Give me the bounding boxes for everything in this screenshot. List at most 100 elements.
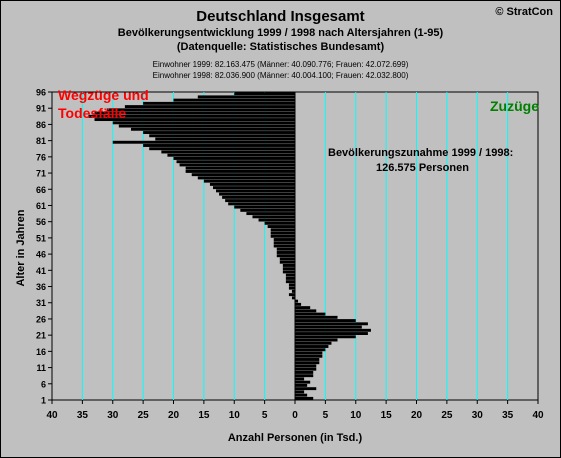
bar (295, 383, 308, 387)
bar (282, 263, 295, 267)
x-tick-label: 35 (502, 410, 514, 421)
bar (295, 351, 323, 355)
bar (273, 238, 295, 241)
bars (88, 92, 371, 400)
bar (295, 380, 311, 384)
y-tick-label: 21 (36, 331, 46, 341)
x-tick-label: 5 (323, 410, 329, 421)
bar (295, 390, 305, 394)
bar (185, 169, 295, 173)
bar (149, 147, 295, 151)
bar (225, 199, 295, 203)
bar (291, 296, 295, 300)
bar (276, 247, 295, 251)
bar (295, 348, 326, 352)
bar (295, 302, 302, 306)
bar (295, 387, 317, 391)
y-tick-label: 86 (36, 120, 46, 130)
bar (143, 101, 295, 105)
bar (143, 131, 295, 134)
x-tick-label: 30 (107, 410, 119, 421)
bar (216, 189, 295, 193)
bar (106, 108, 295, 112)
bar (295, 358, 320, 361)
bar (295, 338, 338, 342)
bar (118, 124, 295, 128)
bar (167, 153, 295, 157)
y-tick-label: 31 (36, 298, 46, 308)
bar (295, 341, 332, 345)
bar (295, 345, 329, 348)
bar (191, 173, 295, 177)
bar (295, 370, 314, 374)
bar (252, 215, 295, 219)
bar (203, 179, 295, 183)
bar (282, 270, 295, 274)
bar (270, 231, 295, 235)
y-tick-label: 66 (36, 185, 46, 195)
bar (279, 257, 295, 261)
bar (155, 137, 295, 141)
population-1998-note: Einwohner 1998: 82.036.900 (Männer: 40.0… (152, 71, 409, 80)
bar (179, 163, 295, 167)
y-tick-label: 61 (36, 201, 46, 211)
bar (279, 260, 295, 264)
bar (295, 315, 338, 319)
bar (173, 157, 295, 160)
bar (112, 121, 295, 125)
bar (295, 335, 356, 339)
y-tick-label: 1 (41, 396, 46, 406)
bar (295, 322, 368, 326)
y-tick-label: 16 (36, 347, 46, 357)
y-tick-label: 46 (36, 250, 46, 260)
bar (273, 244, 295, 248)
inflow-label: Zuzüge (490, 98, 539, 114)
summary-label-line-2: 126.575 Personen (376, 162, 469, 174)
x-tick-label: 25 (441, 410, 453, 421)
y-axis-label: Alter in Jahren (15, 209, 27, 286)
bar (94, 118, 296, 122)
bar (219, 192, 295, 196)
bar (88, 114, 295, 118)
x-axis-label: Anzahl Personen (in Tsd.) (228, 432, 363, 444)
bar (288, 286, 295, 290)
bar (295, 319, 356, 323)
data-source: (Datenquelle: Statistisches Bundesamt) (176, 41, 385, 53)
x-tick-label: 40 (532, 410, 544, 421)
bar (285, 280, 295, 284)
bar (264, 221, 295, 225)
bar (212, 186, 295, 190)
x-tick-label: 40 (46, 410, 58, 421)
bar (285, 276, 295, 280)
bar (288, 293, 295, 297)
y-tick-label: 6 (41, 379, 46, 389)
summary-label-line-1: Bevölkerungszunahme 1999 / 1998: (328, 147, 513, 159)
bar (295, 393, 308, 397)
y-tick-label: 26 (36, 314, 46, 324)
bar (185, 166, 295, 170)
y-tick-label: 91 (36, 104, 46, 114)
x-tick-label: 10 (229, 410, 241, 421)
x-tick-label: 25 (138, 410, 150, 421)
x-tick-label: 30 (472, 410, 484, 421)
y-tick-label: 36 (36, 282, 46, 292)
bar (149, 134, 295, 138)
bar (295, 312, 326, 316)
bar (288, 283, 295, 287)
bar (161, 150, 295, 154)
bar (173, 98, 295, 102)
y-tick-label: 41 (36, 266, 46, 276)
x-tick-label: 35 (77, 410, 89, 421)
bar (143, 144, 295, 147)
bar (258, 218, 295, 222)
bar (209, 182, 295, 186)
bar (124, 105, 296, 109)
chart-title: Deutschland Insgesamt (196, 8, 365, 25)
bar (234, 92, 295, 96)
bar (295, 332, 368, 335)
bar (295, 309, 317, 313)
y-tick-label: 76 (36, 152, 46, 162)
bar (270, 234, 295, 238)
bar (295, 374, 314, 378)
